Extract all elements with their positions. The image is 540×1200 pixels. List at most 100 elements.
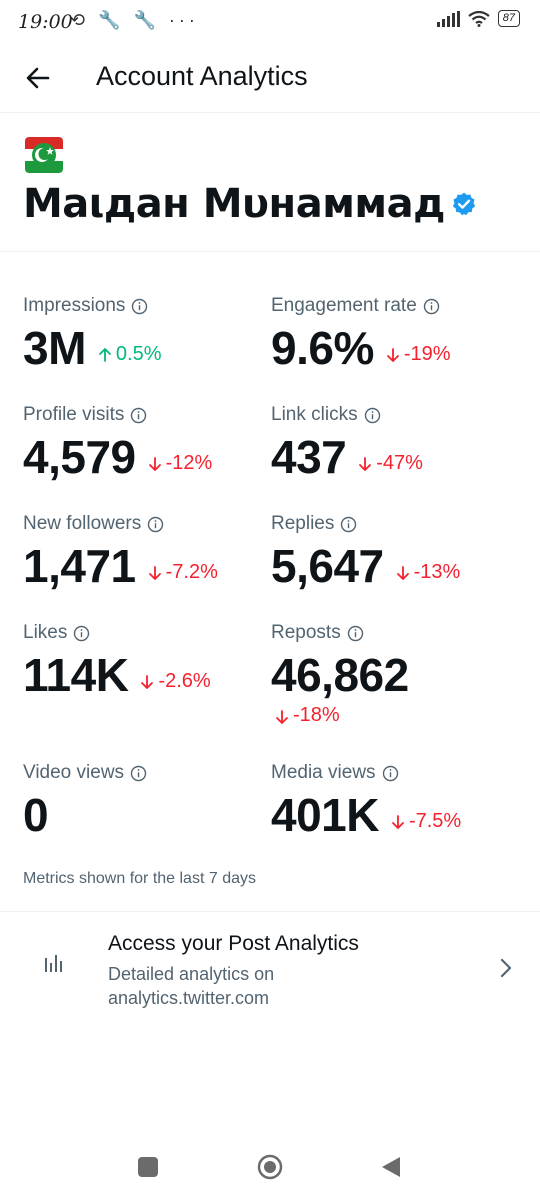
- metric-likes: Likes 114K -2.6%: [23, 622, 273, 702]
- metric-delta-value: 0.5%: [115, 342, 162, 365]
- metric-label-row: Reposts: [271, 622, 521, 644]
- arrow-down-icon: [148, 564, 162, 580]
- metrics-note: Metrics shown for the last 7 days: [23, 870, 256, 887]
- metric-label-row: New followers: [23, 513, 273, 535]
- metric-label-row: Engagement rate: [271, 295, 521, 317]
- metric-label: New followers: [23, 513, 142, 534]
- verified-badge-icon: [452, 192, 476, 216]
- metric-delta-value: -7.5%: [408, 809, 462, 832]
- metric-label-row: Replies: [271, 513, 521, 535]
- metric-value-row: 401K -7.5%: [271, 788, 521, 842]
- metric-label-row: Link clicks: [271, 404, 521, 426]
- status-notification-icons: ⟲ 🔧 🔧 ···: [70, 10, 199, 30]
- status-right: 87: [436, 10, 520, 27]
- metric-value: 46,862: [271, 649, 409, 701]
- metric-delta: -19%: [386, 343, 451, 366]
- metric-video-views: Video views 0: [23, 762, 273, 842]
- back-arrow-icon[interactable]: [22, 62, 54, 94]
- info-icon[interactable]: [130, 407, 147, 424]
- profile-name-text: Маιдан Мυнаммад: [23, 181, 445, 227]
- avatar[interactable]: [25, 137, 63, 173]
- status-bar: 19:00 ⟲ 🔧 🔧 ··· 87: [0, 0, 540, 44]
- info-icon[interactable]: [130, 765, 147, 782]
- page-title: Account Analytics: [96, 61, 308, 91]
- metric-value: 3M: [23, 322, 86, 374]
- metric-delta: -2.6%: [140, 669, 211, 693]
- system-nav-bar: [0, 1140, 540, 1200]
- info-icon[interactable]: [131, 298, 148, 315]
- metric-replies: Replies 5,647 -13%: [271, 513, 521, 593]
- metric-value: 401K: [271, 789, 379, 841]
- metric-value-row: 114K -2.6%: [23, 648, 273, 702]
- metric-value-row: 3M 0.5%: [23, 321, 273, 375]
- metric-label: Impressions: [23, 295, 126, 316]
- metric-value: 9.6%: [271, 322, 374, 374]
- post-analytics-title: Access your Post Analytics: [108, 932, 359, 955]
- info-icon[interactable]: [347, 625, 364, 642]
- metric-new-followers: New followers 1,471 -7.2%: [23, 513, 273, 593]
- signal-icon: [436, 10, 460, 27]
- post-analytics-link[interactable]: Access your Post Analytics Detailed anal…: [0, 912, 540, 1020]
- metric-impressions: Impressions 3M 0.5%: [23, 295, 273, 375]
- metric-delta-value: -47%: [376, 451, 423, 474]
- metric-delta: -13%: [396, 560, 461, 584]
- metric-delta: -47%: [358, 452, 423, 475]
- metric-delta-value: -2.6%: [158, 669, 211, 692]
- chevron-right-icon: [500, 958, 512, 978]
- arrow-up-icon: [98, 346, 112, 362]
- metric-value-row: 437 -47%: [271, 430, 521, 484]
- metric-value-row: 4,579 -12%: [23, 430, 273, 484]
- metric-delta-value: -7.2%: [165, 560, 218, 583]
- profile-section: Маιдан Мυнаммад: [0, 113, 540, 252]
- metric-delta: -18%: [275, 704, 521, 727]
- battery-icon: 87: [497, 10, 520, 27]
- info-icon[interactable]: [364, 407, 381, 424]
- info-icon[interactable]: [423, 298, 440, 315]
- metric-delta: -7.2%: [148, 561, 218, 584]
- metric-label: Engagement rate: [271, 295, 417, 316]
- metric-value-row: 9.6% -19%: [271, 321, 521, 375]
- metric-delta: -12%: [148, 452, 212, 475]
- bar-chart-icon: [45, 955, 62, 972]
- metric-delta: -7.5%: [391, 810, 461, 833]
- metric-label-row: Likes: [23, 622, 273, 644]
- metric-engagement-rate: Engagement rate 9.6% -19%: [271, 295, 521, 375]
- info-icon[interactable]: [73, 625, 90, 642]
- app-header: Account Analytics: [0, 44, 540, 113]
- metric-label-row: Media views: [271, 762, 521, 784]
- metric-value-row: 1,471 -7.2%: [23, 539, 273, 593]
- metric-reposts: Reposts 46,862 -18%: [271, 622, 521, 727]
- metric-delta-value: -13%: [413, 560, 461, 583]
- metric-value-row: 0: [23, 788, 273, 842]
- recent-apps-icon[interactable]: [138, 1157, 158, 1177]
- arrow-down-icon: [391, 813, 405, 829]
- profile-name: Маιдан Мυнаммад: [23, 181, 477, 227]
- arrow-down-icon: [148, 455, 162, 471]
- post-analytics-subtitle: Detailed analytics on analytics.twitter.…: [108, 964, 275, 1008]
- nav-back-icon[interactable]: [380, 1155, 402, 1179]
- arrow-down-icon: [386, 346, 400, 362]
- metric-value: 1,471: [23, 540, 136, 592]
- metric-label: Link clicks: [271, 404, 358, 425]
- arrow-down-icon: [275, 708, 289, 724]
- arrow-down-icon: [140, 673, 154, 689]
- metric-label: Media views: [271, 762, 376, 783]
- info-icon[interactable]: [382, 765, 399, 782]
- metric-value: 0: [23, 789, 49, 841]
- metric-delta-value: -19%: [403, 342, 451, 365]
- metric-label: Video views: [23, 762, 125, 783]
- metric-value: 4,579: [23, 431, 136, 483]
- arrow-down-icon: [358, 455, 372, 471]
- metric-value-row: 5,647 -13%: [271, 539, 521, 593]
- metric-value: 437: [271, 431, 347, 483]
- status-time: 19:00: [18, 11, 73, 33]
- metric-label-row: Impressions: [23, 295, 273, 317]
- metric-delta-value: -18%: [293, 704, 340, 726]
- home-icon[interactable]: [257, 1154, 283, 1180]
- divider: [0, 911, 540, 912]
- info-icon[interactable]: [340, 516, 357, 533]
- metric-profile-visits: Profile visits 4,579 -12%: [23, 404, 273, 484]
- metric-label-row: Profile visits: [23, 404, 273, 426]
- metric-value: 5,647: [271, 540, 384, 592]
- info-icon[interactable]: [147, 516, 164, 533]
